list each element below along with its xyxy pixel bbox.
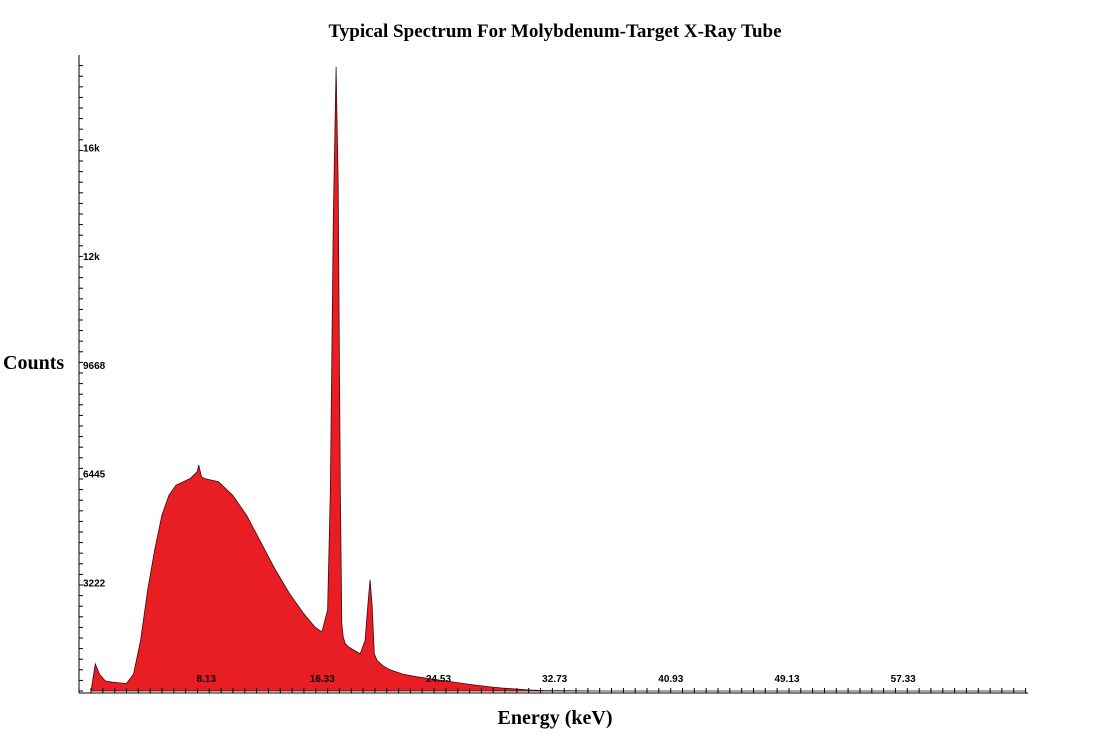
spectrum-area-layer — [90, 66, 1026, 692]
x-tick-label: 8.13 — [196, 674, 216, 685]
x-tick-label: 24.53 — [426, 674, 451, 685]
spectrum-area-0 — [90, 66, 1026, 692]
x-tick-label: 40.93 — [658, 674, 683, 685]
y-tick-label: 6445 — [83, 470, 106, 481]
x-tick-label: 57.33 — [891, 674, 916, 685]
y-tick-label: 12k — [83, 252, 100, 263]
x-tick-label: 32.73 — [542, 674, 567, 685]
y-tick-label: 9668 — [83, 361, 106, 372]
x-tick-label: 16.33 — [310, 674, 335, 685]
x-axis-label: Energy (keV) — [498, 707, 613, 729]
minor-ticks — [79, 65, 1027, 693]
tick-labels: 8.13 16.33 24.53 32.73 40.93 49.13 57.33 3222 64… — [83, 143, 916, 685]
y-tick-label: 3222 — [83, 578, 106, 589]
y-axis-label: Counts — [3, 352, 64, 374]
chart-title: Typical Spectrum For Molybdenum-Target X… — [328, 21, 781, 42]
y-tick-label: 16k — [83, 143, 100, 154]
x-tick-label: 49.13 — [774, 674, 799, 685]
